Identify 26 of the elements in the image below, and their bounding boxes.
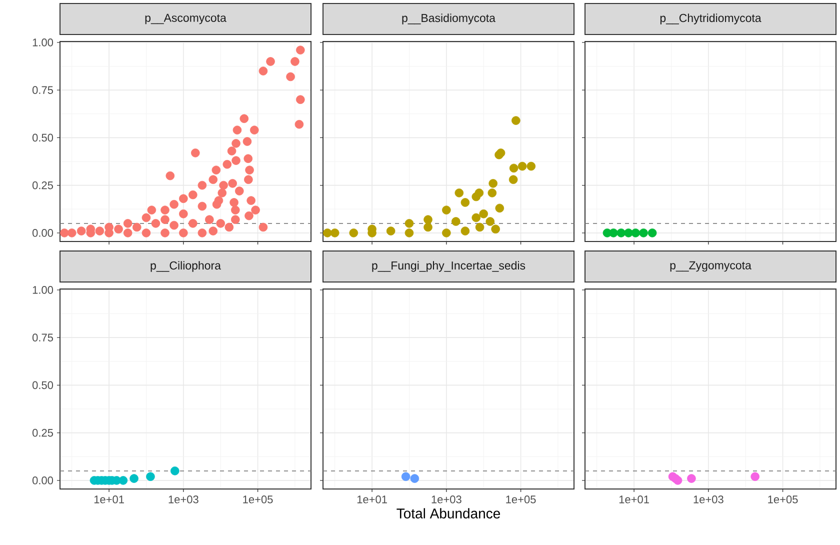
y-tick-label: 1.00 (32, 38, 54, 46)
x-tick-label: 1e+05 (768, 496, 798, 504)
chart-title: p__Chytridiomycota (660, 14, 762, 24)
chart-title: p__Zygomycota (670, 261, 752, 272)
x-axis-title: Total Abundance (396, 508, 500, 518)
y-tick-label: 0.00 (32, 476, 54, 484)
x-tick-label: 1e+03 (694, 496, 724, 504)
y-tick-label: 1.00 (32, 286, 54, 294)
x-tick-label: 1e+01 (619, 496, 649, 504)
y-tick-label: 0.00 (32, 229, 54, 237)
x-tick-label: 1e+01 (94, 496, 124, 504)
y-tick-label: 0.25 (32, 428, 54, 437)
y-tick-label: 0.75 (32, 334, 54, 342)
chart-title: p__Ascomycota (145, 14, 226, 24)
chart-title: p__Fungi_phy_Incertae_sedis (372, 261, 526, 272)
x-tick-label: 1e+03 (432, 496, 462, 504)
x-tick-label: 1e+03 (168, 496, 198, 504)
x-tick-label: 1e+05 (506, 496, 536, 504)
chart-title: p__Ciliophora (150, 261, 221, 272)
x-tick-label: 1e+05 (243, 496, 273, 504)
chart-title: p__Basidiomycota (402, 14, 496, 24)
y-tick-label: 0.50 (32, 134, 54, 142)
y-tick-label: 0.50 (32, 381, 54, 390)
y-tick-label: 0.75 (32, 86, 54, 94)
x-tick-label: 1e+01 (357, 496, 387, 504)
y-tick-label: 0.25 (32, 181, 54, 190)
